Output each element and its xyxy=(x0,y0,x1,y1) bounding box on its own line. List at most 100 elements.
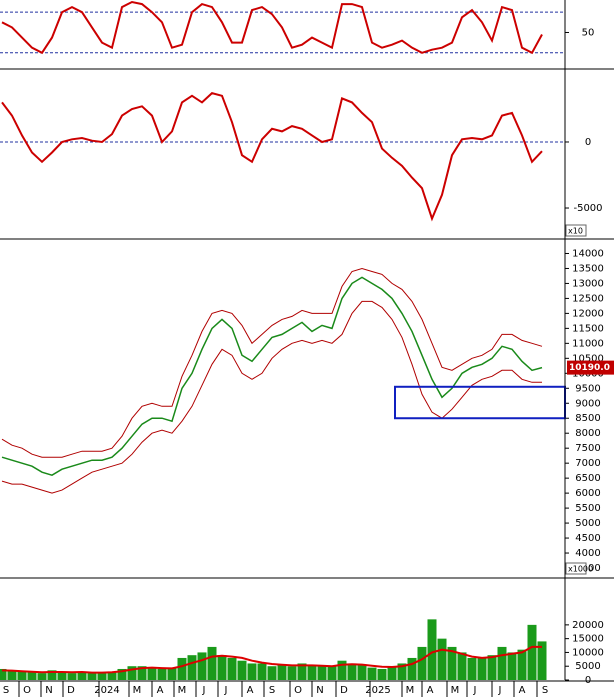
y-tick-label: 6500 xyxy=(575,473,600,484)
volume-bar xyxy=(527,624,537,680)
x-tick-label: J xyxy=(224,685,228,696)
volume-bar xyxy=(117,668,127,680)
volume-bar xyxy=(157,668,167,680)
x-tick-label: M xyxy=(406,685,415,696)
volume-bar xyxy=(127,666,137,680)
volume-bar xyxy=(497,646,507,680)
x-tick-label: M xyxy=(451,685,460,696)
volume-bar xyxy=(397,663,407,680)
volume-bar xyxy=(217,655,227,680)
volume-bar xyxy=(257,663,267,680)
volume-bar xyxy=(167,667,177,680)
y-tick-label: 7000 xyxy=(575,458,600,469)
volume-bar xyxy=(187,655,197,680)
volume-bar xyxy=(377,668,387,680)
y-tick-label: 10500 xyxy=(572,353,604,364)
x-tick-label: S xyxy=(269,685,275,696)
series-line xyxy=(1,267,543,458)
volume-bar xyxy=(407,657,417,680)
y-tick-label: 9000 xyxy=(575,398,600,409)
volume-bar xyxy=(277,664,287,680)
x-tick-label: S xyxy=(542,685,548,696)
volume-bar xyxy=(517,649,527,680)
volume-bar xyxy=(537,641,547,680)
y-tick-label: -5000 xyxy=(573,203,602,214)
y-tick-label: 4000 xyxy=(575,548,600,559)
volume-bar xyxy=(477,657,487,680)
volume-bar xyxy=(97,673,107,680)
scale-box xyxy=(565,224,587,237)
y-tick-label: 0 xyxy=(585,137,591,148)
volume-bar xyxy=(207,646,217,680)
x-tick-label: M xyxy=(133,685,142,696)
volume-bar xyxy=(297,663,307,680)
x-tick-label: S xyxy=(3,685,9,696)
volume-bar xyxy=(237,660,247,680)
volume-bar xyxy=(347,663,357,680)
series-line xyxy=(1,645,542,674)
x-tick-label: M xyxy=(178,685,187,696)
volume-bar xyxy=(447,646,457,680)
x-tick-label: J xyxy=(498,685,502,696)
x-tick-label: O xyxy=(23,685,31,696)
series-line xyxy=(1,91,543,222)
x-tick-label: O xyxy=(294,685,302,696)
x-tick-label: J xyxy=(473,685,477,696)
volume-bar xyxy=(287,666,297,680)
volume-bar xyxy=(467,657,477,680)
volume-bar xyxy=(327,666,337,680)
x-tick-label: D xyxy=(340,685,348,696)
volume-bar xyxy=(437,638,447,680)
y-tick-label: 20000 xyxy=(572,620,604,631)
volume-bar xyxy=(57,671,67,680)
scale-label: x1000 xyxy=(568,565,593,574)
y-tick-label: 13000 xyxy=(572,278,604,289)
volume-bar xyxy=(7,670,17,680)
x-tick-label: A xyxy=(427,685,434,696)
volume-bar xyxy=(227,657,237,680)
volume-bar xyxy=(77,671,87,680)
volume-bar xyxy=(417,646,427,680)
y-tick-label: 5000 xyxy=(575,661,600,672)
y-tick-label: 11000 xyxy=(572,338,604,349)
y-tick-label: 10000 xyxy=(572,647,604,658)
y-tick-label: 12000 xyxy=(572,308,604,319)
series-line xyxy=(1,300,542,494)
volume-bar xyxy=(137,666,147,680)
volume-bar xyxy=(307,664,317,680)
volume-bar xyxy=(47,670,57,680)
y-tick-label: 50 xyxy=(582,27,595,38)
volume-bar xyxy=(337,660,347,680)
volume-bar xyxy=(197,652,207,680)
volume-bar xyxy=(487,655,497,680)
y-tick-label: 7500 xyxy=(575,443,600,454)
volume-bar xyxy=(27,671,37,680)
volume-bar xyxy=(507,652,517,680)
last-price-label: 10190.0 xyxy=(569,363,610,373)
volume-bar xyxy=(267,666,277,680)
volume-bar xyxy=(67,673,77,680)
last-price-box xyxy=(567,360,614,375)
volume-bar xyxy=(0,668,7,680)
y-tick-label: 12500 xyxy=(572,293,604,304)
y-tick-label: 13500 xyxy=(572,263,604,274)
x-tick-label: N xyxy=(45,685,52,696)
support-zone xyxy=(394,385,566,420)
volume-bar xyxy=(427,619,437,680)
volume-bar xyxy=(357,664,367,680)
x-tick-label: N xyxy=(316,685,323,696)
y-tick-label: 6000 xyxy=(575,488,600,499)
x-tick-label: A xyxy=(157,685,164,696)
volume-bar xyxy=(457,652,467,680)
x-tick-label: A xyxy=(247,685,254,696)
x-tick-label: J xyxy=(202,685,206,696)
volume-bar xyxy=(247,663,257,680)
volume-bar xyxy=(147,667,157,680)
volume-bar xyxy=(17,671,27,680)
y-tick-label: 9500 xyxy=(575,383,600,394)
y-tick-label: 5000 xyxy=(575,518,600,529)
x-tick-label: 2024 xyxy=(94,685,119,696)
scale-label: x10 xyxy=(568,227,583,236)
y-tick-label: 8000 xyxy=(575,428,600,439)
